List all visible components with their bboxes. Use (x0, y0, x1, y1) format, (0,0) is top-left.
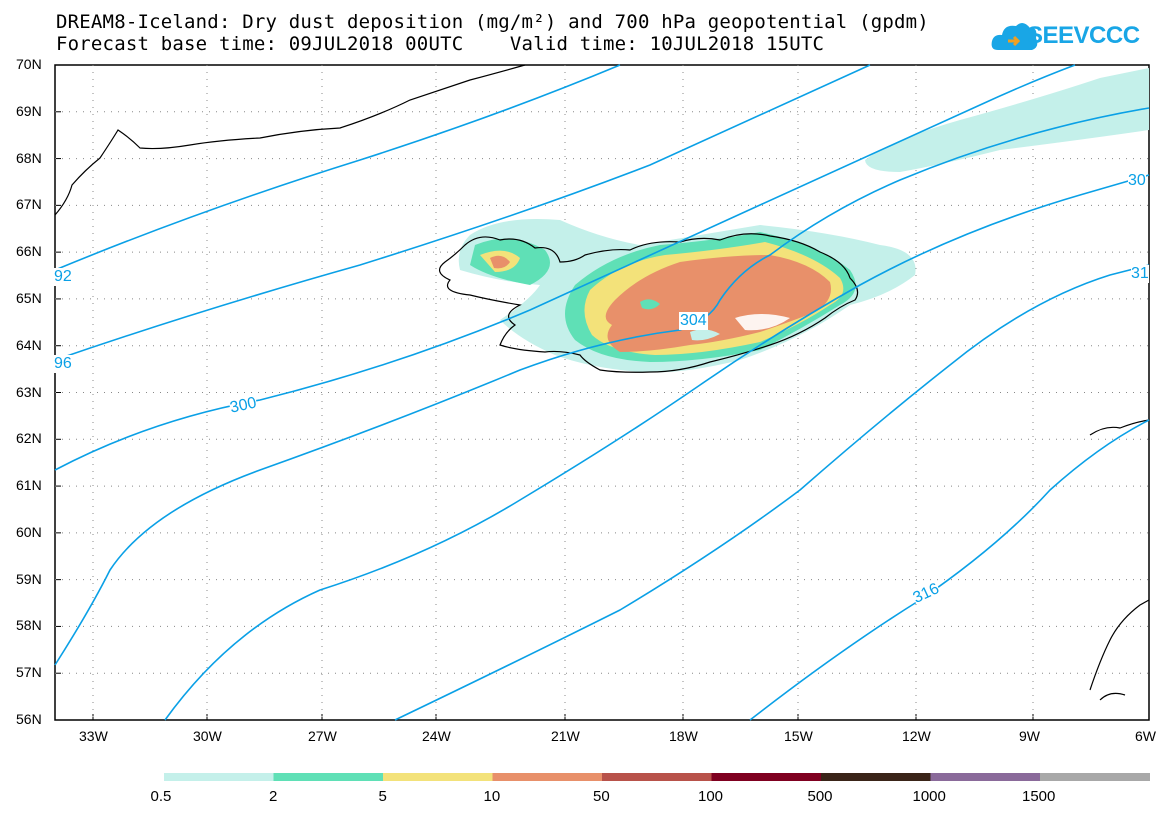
contour-316 (749, 419, 1150, 721)
legend-swatch (273, 773, 384, 781)
lat-label: 57N (16, 664, 42, 681)
lat-label: 56N (16, 711, 42, 727)
legend-label: 10 (483, 788, 501, 805)
lat-label: 60N (16, 523, 42, 540)
map-subtitle: Forecast base time: 09JUL2018 00UTC Vali… (56, 33, 825, 55)
contour-label-304: 304 (679, 312, 708, 330)
contour-296 (54, 64, 871, 361)
graticule (55, 64, 1150, 721)
legend-swatch (930, 773, 1041, 781)
lat-label: 70N (16, 56, 42, 72)
lon-label: 30W (193, 728, 222, 744)
legend-swatch (383, 773, 493, 781)
lon-label: 27W (308, 728, 337, 744)
legend-label: 100 (698, 788, 724, 805)
lat-label: 63N (16, 383, 42, 400)
lat-label: 67N (16, 196, 42, 213)
cloud-logo-icon (991, 22, 1038, 50)
dust-plume-northeast (865, 68, 1149, 172)
legend-label: 1500 (1022, 788, 1056, 805)
dust-deposition-field (458, 68, 1149, 373)
lon-label: 18W (669, 728, 698, 744)
geopotential-contours (54, 64, 1150, 721)
legend-swatch (821, 773, 931, 781)
lon-label: 15W (784, 728, 813, 744)
legend-label: 0.5 (150, 788, 172, 805)
lon-label: 12W (902, 728, 931, 744)
lon-label: 21W (551, 728, 580, 744)
iceland-coastline (439, 233, 859, 373)
contour-label-92: 92 (54, 268, 72, 286)
legend-swatch (164, 773, 274, 781)
contour-label-96: 96 (54, 355, 72, 373)
legend-label: 50 (593, 788, 610, 805)
scotland-coastline (1089, 599, 1150, 701)
legend-swatch (711, 773, 822, 781)
lat-label: 62N (16, 430, 42, 447)
legend-label: 2 (269, 788, 278, 805)
lon-label: 9W (1019, 728, 1040, 744)
legend-label: 1000 (912, 788, 946, 805)
legend-label: 5 (378, 788, 387, 805)
lon-label: 6W (1135, 728, 1156, 744)
legend-swatch (492, 773, 603, 781)
contour-312 (394, 264, 1150, 721)
lon-label: 33W (79, 728, 108, 744)
contour-308 (164, 174, 1150, 721)
lon-label: 24W (422, 728, 451, 744)
legend-label: 500 (807, 788, 833, 805)
greenland-coastline (54, 64, 526, 216)
lat-label: 58N (16, 617, 42, 634)
lat-label: 59N (16, 570, 42, 587)
logo-text: SEEVCCC (1027, 22, 1140, 49)
map-title: DREAM8-Iceland: Dry dust deposition (mg/… (56, 11, 929, 33)
lat-label: 68N (16, 149, 42, 166)
contour-292 (54, 64, 621, 271)
lat-label: 61N (16, 477, 42, 494)
legend-swatch (602, 773, 712, 781)
lat-label: 64N (16, 336, 42, 353)
faroe-coastline (1089, 419, 1150, 436)
color-legend (164, 773, 1150, 781)
lat-label: 66N (16, 243, 42, 260)
legend-swatch (1040, 773, 1150, 781)
contour-label-308: 30 (1128, 172, 1146, 190)
coastlines (54, 64, 1150, 701)
contour-label-312: 31 (1131, 265, 1149, 283)
contour-304 (54, 107, 1150, 666)
lat-label: 69N (16, 102, 42, 119)
lat-label: 65N (16, 289, 42, 306)
